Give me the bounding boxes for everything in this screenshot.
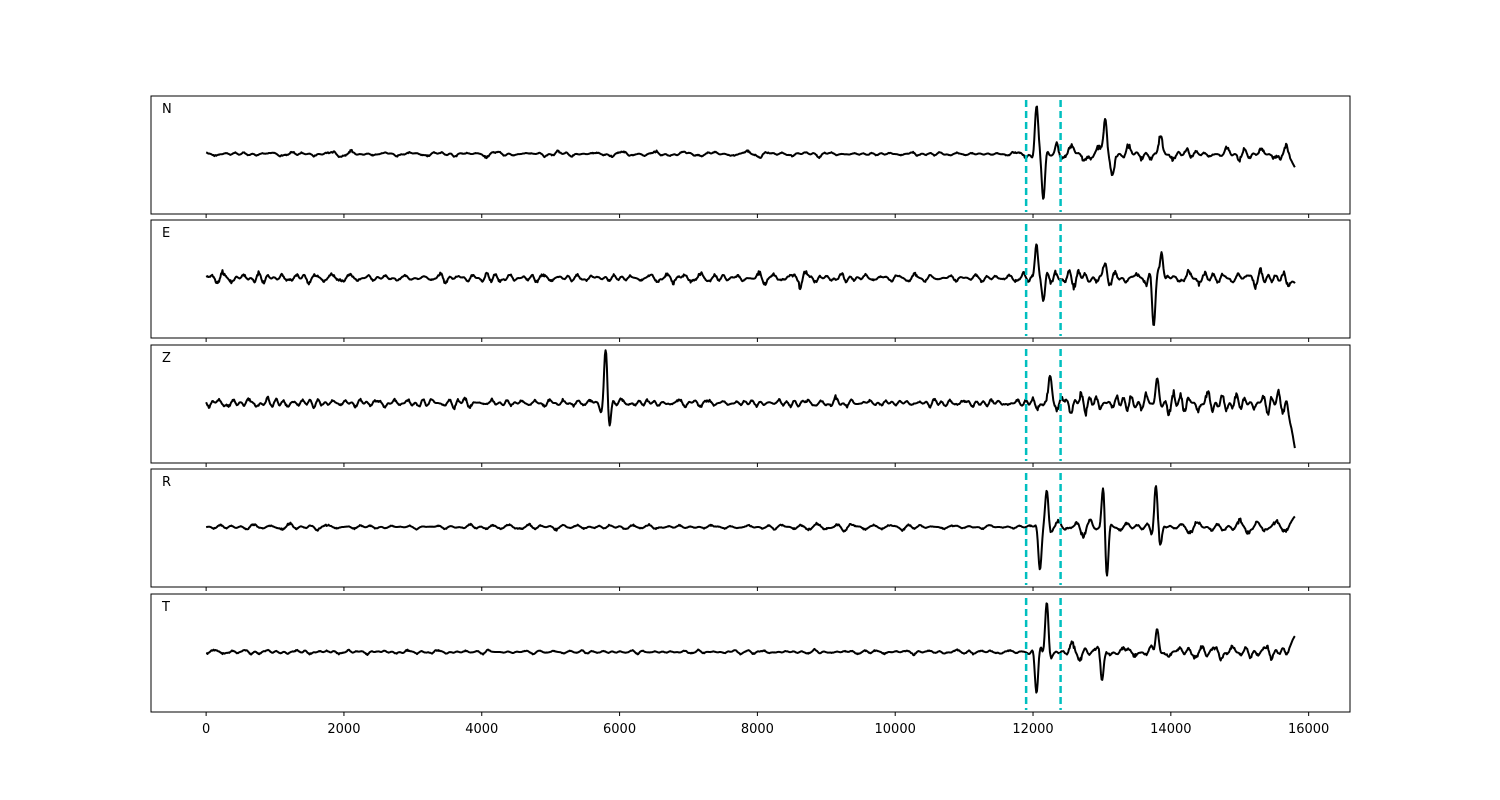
x-axis: 0 2000 4000 6000 8000 10000 12000 14000 16000 xyxy=(202,722,1329,737)
panel-label: E xyxy=(162,226,170,241)
panel-label: N xyxy=(162,102,172,117)
panel-r: R xyxy=(150,468,1351,591)
panel-z: Z xyxy=(150,344,1351,467)
trace-line-e xyxy=(205,243,1296,326)
panel-frame xyxy=(150,95,1351,215)
trace-line-n xyxy=(205,105,1296,200)
x-tick-label: 8000 xyxy=(741,722,774,737)
x-tick-label: 0 xyxy=(202,722,210,737)
panel-label: Z xyxy=(162,351,171,366)
panel-frame xyxy=(150,219,1351,339)
x-tick-label: 16000 xyxy=(1288,722,1329,737)
trace-panels: N E Z R T xyxy=(150,95,1351,716)
x-tick-label: 4000 xyxy=(465,722,498,737)
trace-line-z xyxy=(205,349,1296,449)
panel-frame xyxy=(150,468,1351,588)
panel-n: N xyxy=(150,95,1351,218)
x-tick-label: 14000 xyxy=(1150,722,1191,737)
trace-line-t xyxy=(205,602,1296,694)
panel-label: T xyxy=(161,600,170,615)
x-tick-label: 2000 xyxy=(327,722,360,737)
x-tick-label: 10000 xyxy=(875,722,916,737)
trace-line-r xyxy=(205,485,1296,577)
panel-t: T xyxy=(150,593,1351,716)
x-tick-label: 12000 xyxy=(1012,722,1053,737)
panel-frame xyxy=(150,344,1351,464)
panel-label: R xyxy=(162,475,171,490)
panel-frame xyxy=(150,593,1351,713)
panel-e: E xyxy=(150,219,1351,342)
x-tick-label: 6000 xyxy=(603,722,636,737)
